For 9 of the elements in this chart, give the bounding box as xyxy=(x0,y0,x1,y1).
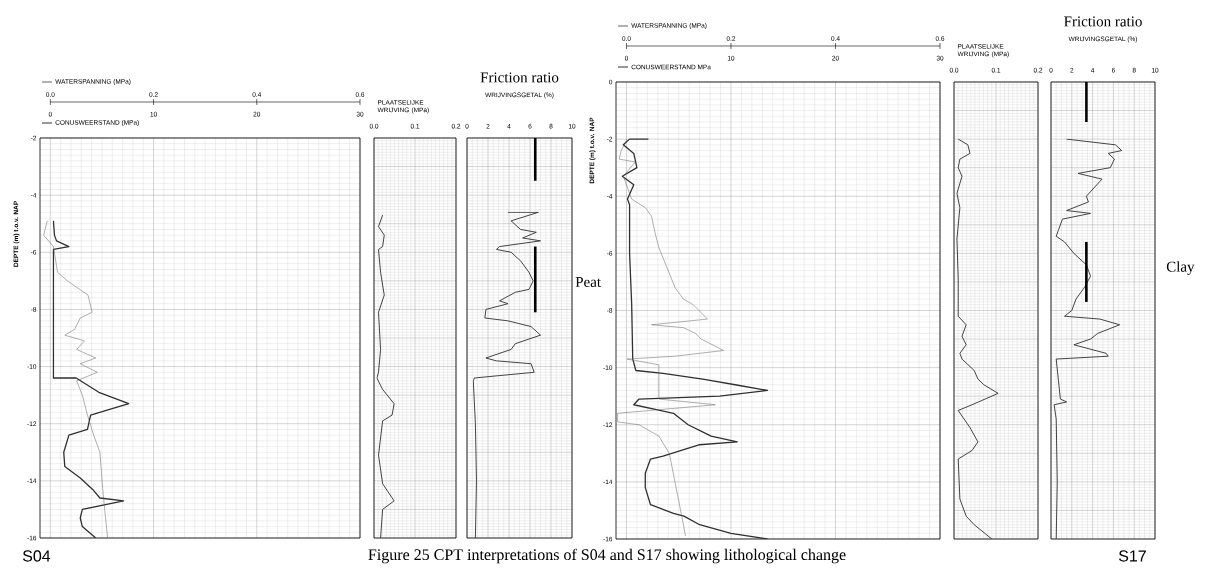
line-series xyxy=(52,220,130,538)
text: Clay xyxy=(1166,261,1195,275)
text: S17 xyxy=(1118,550,1146,562)
text: S04 xyxy=(22,550,51,562)
caption: Figure 25 CPT interpretations of S04 and S17 showing lithological change xyxy=(368,548,846,564)
line-series xyxy=(621,138,769,539)
chart-title: Friction ratio xyxy=(480,72,559,83)
chart-title: Friction ratio xyxy=(1064,16,1142,27)
text: Peat xyxy=(575,277,601,287)
